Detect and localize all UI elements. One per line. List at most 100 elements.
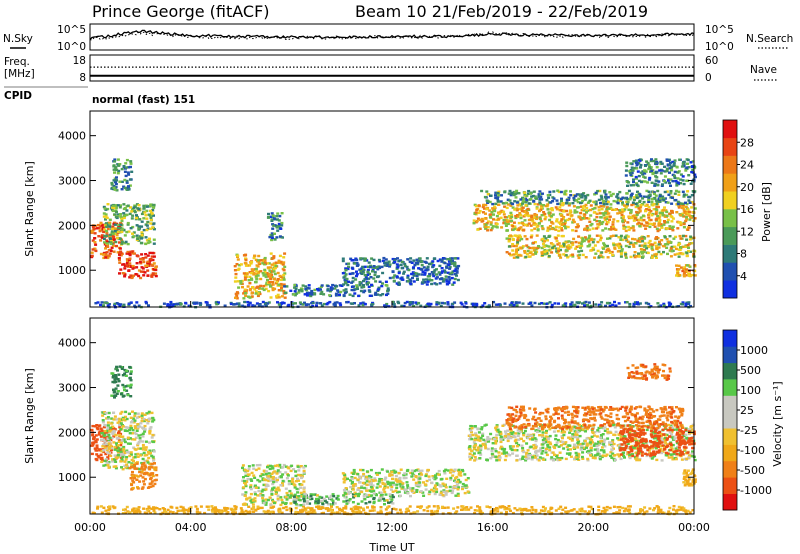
power-cells-cell-2809 bbox=[633, 196, 637, 199]
power-cells-cell-2673 bbox=[511, 243, 515, 246]
power-cells-cell-209 bbox=[147, 239, 151, 242]
velocity-cells-cell-857 bbox=[372, 506, 376, 509]
power-cells-cell-2801 bbox=[677, 190, 681, 193]
velocity-cells-cell-111 bbox=[91, 434, 95, 437]
power-cells-cell-981 bbox=[243, 276, 247, 279]
velocity-cells-cell-654 bbox=[166, 508, 170, 512]
power-cells-cell-1710 bbox=[605, 222, 609, 226]
power-cells-cell-1019 bbox=[246, 295, 250, 298]
power-cells-cell-214 bbox=[146, 241, 150, 245]
power-cells-cell-618 bbox=[537, 302, 541, 306]
power-cells-cell-3048 bbox=[621, 196, 625, 199]
power-cells-cell-2016 bbox=[486, 220, 490, 223]
power-cells-cell-2798 bbox=[603, 191, 607, 194]
power-cells-cell-91 bbox=[118, 241, 121, 244]
power-cbar-tick-label-5: 24 bbox=[740, 159, 754, 172]
power-cells-cell-1805 bbox=[580, 209, 584, 212]
power-cells-cell-1921 bbox=[539, 219, 543, 223]
velocity-cells-cell-1518 bbox=[292, 495, 296, 498]
power-cells-cell-519 bbox=[113, 188, 117, 191]
power-cells-cell-2593 bbox=[651, 243, 655, 246]
power-cells-cell-1986 bbox=[638, 224, 642, 228]
power-cells-cell-2289 bbox=[565, 209, 569, 213]
power-cells-cell-2610 bbox=[515, 248, 519, 251]
velocity-cells-cell-1153 bbox=[158, 508, 162, 511]
velocity-cells-cell-457 bbox=[125, 463, 129, 466]
velocity-cells-cell-1552 bbox=[309, 494, 313, 498]
power-cells-cell-35 bbox=[97, 235, 101, 238]
velocity-cells-cell-779 bbox=[147, 505, 151, 508]
velocity-cells-cell-255 bbox=[116, 437, 120, 440]
velocity-cells-cell-102 bbox=[117, 431, 121, 435]
velocity-cells-cell-1547 bbox=[293, 501, 297, 504]
power-cells-cell-2547 bbox=[654, 253, 658, 256]
power-cells-cell-1143 bbox=[320, 290, 324, 294]
power-cells-cell-105 bbox=[101, 226, 105, 229]
velocity-cells-cell-304 bbox=[151, 456, 155, 459]
power-cells-cell-1607 bbox=[344, 281, 347, 284]
power-cells-cell-341 bbox=[140, 234, 144, 237]
power-cells-cell-2335 bbox=[572, 237, 576, 241]
power-cells-cell-1743 bbox=[635, 218, 639, 222]
power-cells-cell-402 bbox=[117, 256, 121, 260]
velocity-cells-cell-1288 bbox=[274, 477, 278, 480]
power-cells-cell-1038 bbox=[241, 286, 244, 289]
velocity-cells-cell-1193 bbox=[241, 479, 245, 482]
power-cells-cell-1988 bbox=[684, 219, 688, 223]
velocity-cells-cell-1493 bbox=[322, 497, 326, 501]
power-cells-cell-2090 bbox=[547, 211, 551, 215]
velocity-cells-cell-215 bbox=[102, 449, 106, 452]
power-cells-cell-851 bbox=[417, 301, 421, 305]
power-cells-cell-2818 bbox=[569, 194, 573, 197]
power-cells-cell-698 bbox=[494, 303, 498, 306]
velocity-cells-cell-696 bbox=[525, 509, 529, 512]
velocity-cells-cell-1476 bbox=[336, 494, 340, 498]
velocity-cells-cell-1328 bbox=[281, 479, 285, 483]
power-cells-cell-183 bbox=[104, 222, 108, 226]
velocity-cells-cell-1429 bbox=[269, 464, 272, 468]
velocity-cells-cell-290 bbox=[142, 418, 146, 421]
power-cells-cell-870 bbox=[205, 303, 209, 307]
power-cells-cell-2813 bbox=[669, 196, 673, 199]
velocity-cells-cell-596 bbox=[115, 392, 119, 395]
power-cells-cell-1271 bbox=[293, 283, 297, 287]
power-cells-cell-3098 bbox=[510, 191, 514, 195]
power-cells-cell-1380 bbox=[448, 278, 452, 281]
power-cells-cell-2203 bbox=[551, 208, 554, 212]
velocity-cells-cell-1129 bbox=[618, 509, 622, 512]
velocity-cells-cell-1144 bbox=[617, 511, 621, 515]
power-cells-cell-1078 bbox=[257, 261, 261, 264]
power-cells-cell-2880 bbox=[537, 195, 541, 198]
velocity-cells-cell-906 bbox=[416, 510, 420, 513]
power-cells-cell-267 bbox=[125, 213, 129, 217]
power-cells-cell-2147 bbox=[627, 225, 631, 229]
power-cells-cell-3035 bbox=[572, 198, 576, 202]
power-cells-cell-382 bbox=[135, 262, 139, 265]
power-cells-cell-2646 bbox=[643, 248, 646, 252]
power-cells-cell-1508 bbox=[443, 257, 447, 260]
power-cells-cell-2021 bbox=[622, 215, 625, 218]
velocity-cells-cell-353 bbox=[136, 412, 140, 415]
power-cells-cell-3100 bbox=[586, 201, 590, 204]
power-cells-cell-3070 bbox=[491, 202, 495, 206]
power-cells-cell-822 bbox=[427, 305, 431, 308]
power-cells-cell-2781 bbox=[589, 249, 593, 252]
power-cells-cell-1080 bbox=[250, 260, 254, 264]
power-cells-cell-1594 bbox=[368, 265, 372, 269]
power-cells-cell-513 bbox=[115, 179, 118, 182]
power-cells-cell-2040 bbox=[653, 225, 657, 228]
power-cells-cell-1528 bbox=[395, 282, 399, 285]
power-cells-cell-2733 bbox=[666, 243, 670, 246]
velocity-cells-cell-882 bbox=[379, 506, 383, 509]
velocity-cells-cell-770 bbox=[306, 506, 310, 509]
power-cells-cell-3079 bbox=[631, 201, 635, 204]
power-cells-cell-1259 bbox=[344, 288, 348, 291]
velocity-cells-cell-1136 bbox=[628, 511, 632, 514]
power-cbar-tick-label-1: 8 bbox=[740, 248, 747, 261]
power-cells-cell-1181 bbox=[310, 289, 314, 293]
power-cells-cell-3299 bbox=[632, 180, 635, 184]
velocity-cells-cell-332 bbox=[103, 429, 107, 433]
power-cells-cell-1368 bbox=[428, 278, 432, 281]
power-cells-cell-1838 bbox=[605, 215, 609, 218]
velocity-cells-cell-703 bbox=[453, 511, 457, 515]
